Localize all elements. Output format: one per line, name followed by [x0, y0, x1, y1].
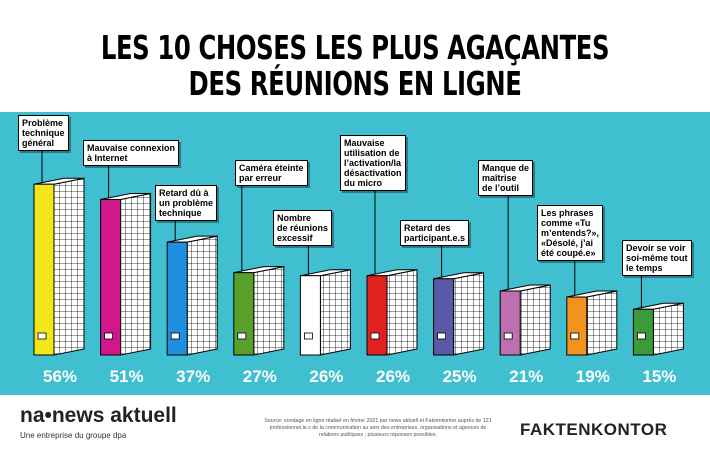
- value-label: 15%: [642, 367, 676, 386]
- bar-side: [386, 269, 418, 356]
- bar: [499, 290, 521, 356]
- plug: [503, 332, 513, 340]
- bar-side: [586, 290, 618, 356]
- chart-title: LES 10 CHOSES LES PLUS AGAÇANTES DES RÉU…: [100, 28, 610, 103]
- brand-logo: FAKTENKONTOR: [520, 420, 668, 439]
- category-label: Devoir se voir soi-même tout le temps: [622, 240, 692, 276]
- value-label: 51%: [110, 367, 144, 386]
- bar: [100, 198, 122, 356]
- bar: [632, 308, 654, 356]
- plug: [370, 332, 380, 340]
- bar-side: [186, 235, 218, 356]
- value-label: 25%: [443, 367, 477, 386]
- bar-side: [53, 177, 85, 356]
- value-label: 26%: [309, 367, 343, 386]
- category-label: Les phrases comme «Tu m’entends?», «Déso…: [537, 205, 604, 261]
- logo: na•news aktuell: [20, 404, 177, 427]
- value-label: 26%: [376, 367, 410, 386]
- plug: [104, 332, 113, 340]
- plug: [570, 332, 580, 340]
- bar: [299, 275, 321, 356]
- bar: [366, 275, 388, 356]
- value-label: 56%: [43, 367, 77, 386]
- plug: [170, 332, 180, 340]
- category-label: Problème technique général: [18, 115, 69, 151]
- plug: [637, 332, 646, 340]
- category-label: Retard des participant.e.s: [400, 220, 470, 246]
- category-label: Retard dû à un problème technique: [155, 185, 218, 221]
- bar-side: [652, 302, 684, 356]
- bar-side: [120, 192, 152, 356]
- category-label: Caméra éteinte par erreur: [235, 160, 308, 186]
- plug: [303, 332, 313, 340]
- category-label: Manque de maîtrise de l’outil: [478, 160, 534, 196]
- bar-side: [319, 269, 351, 356]
- plug: [237, 332, 247, 340]
- bar: [166, 241, 188, 356]
- category-label: Nombre de réunions excessif: [273, 210, 333, 246]
- value-label: 27%: [243, 367, 277, 386]
- logo-subtitle: Une entreprise du groupe dpa: [20, 431, 127, 440]
- value-label: 19%: [576, 367, 610, 386]
- value-label: 21%: [509, 367, 543, 386]
- plug: [437, 332, 447, 340]
- category-label: Mauvaise utilisation de l’activation/la …: [340, 135, 406, 191]
- bar: [566, 296, 588, 356]
- bar-side: [253, 266, 285, 356]
- bar: [233, 272, 255, 356]
- bar: [433, 278, 455, 356]
- category-label: Mauvaise connexion à Internet: [83, 140, 180, 166]
- bar-side: [453, 272, 485, 356]
- bar-side: [519, 284, 551, 356]
- plug: [37, 332, 47, 340]
- source-note: Source: sondage en ligne réalisé en févr…: [264, 418, 492, 438]
- bar: [33, 183, 55, 356]
- value-label: 37%: [176, 367, 210, 386]
